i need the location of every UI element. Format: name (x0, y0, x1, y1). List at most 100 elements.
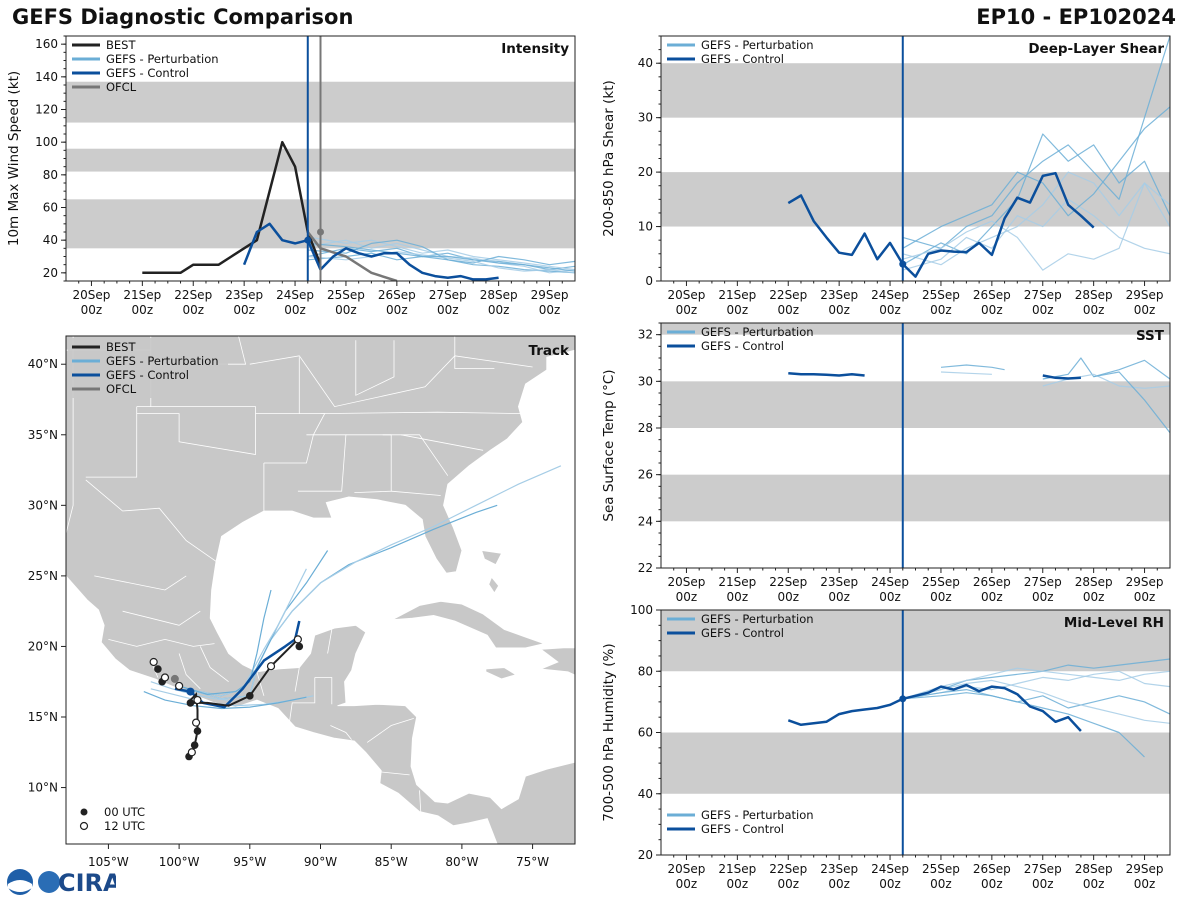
border-mx-states-2 (122, 610, 201, 626)
x-tick-label: 24Sep (871, 862, 909, 876)
legend-label: GEFS - Perturbation (106, 354, 219, 368)
x-tick-label: 21Sep (718, 288, 756, 302)
land-jamaica (485, 667, 517, 680)
y-tick-label: 10°N (28, 781, 58, 795)
x-tick-label: 00z (132, 303, 154, 317)
border-al (345, 434, 392, 493)
x-tick-label: 00z (828, 303, 850, 317)
noaa-wave-icon (8, 880, 32, 892)
x-tick-label: 25Sep (922, 288, 960, 302)
border-in (355, 340, 395, 396)
panel-title: Deep-Layer Shear (1028, 41, 1164, 57)
x-tick-label: 22Sep (174, 288, 212, 302)
series-line-ofcl (306, 231, 398, 281)
border-mx-states-7 (256, 671, 265, 696)
border-cr-pa (419, 790, 422, 815)
land-bahamas (481, 550, 503, 566)
border-ms (297, 434, 347, 492)
border-mx-states-1 (108, 638, 215, 647)
legend-label: GEFS - Perturbation (701, 325, 814, 339)
x-tick-label: 20Sep (73, 288, 111, 302)
best-point-00z (246, 692, 254, 700)
legend-label: GEFS - Control (106, 368, 189, 382)
x-tick-label: 25Sep (922, 862, 960, 876)
x-tick-label: 27Sep (1024, 862, 1062, 876)
x-tick-label: 00z (828, 877, 850, 891)
x-tick-label: 28Sep (1075, 862, 1113, 876)
series-line-gefs-control (787, 683, 1082, 732)
y-tick-label: 40 (638, 787, 653, 801)
x-tick-label: 00z (828, 590, 850, 604)
x-tick-label: 00z (1134, 303, 1156, 317)
shaded-band (661, 610, 1170, 672)
x-tick-label: 100°W (159, 855, 200, 869)
x-tick-label: 00z (930, 877, 952, 891)
y-tick-label: 24 (638, 514, 653, 528)
x-tick-label: 95°W (233, 855, 266, 869)
x-tick-label: 00z (386, 303, 408, 317)
x-tick-label: 00z (777, 877, 799, 891)
series-line-gefs-perturbation (940, 364, 1005, 371)
shaded-band (661, 63, 1170, 118)
storm-id: EP10 - EP102024 (976, 5, 1176, 29)
perturbation-track (186, 568, 307, 697)
y-tick-label: 60 (638, 726, 653, 740)
figure-title: GEFS Diagnostic Comparison (12, 5, 354, 29)
panel-sst: 22242628303220Sep00z21Sep00z22Sep00z23Se… (601, 322, 1171, 604)
ofcl-marker (170, 674, 179, 683)
legend-label: GEFS - Perturbation (106, 52, 219, 66)
series-line-gefs-perturbation (902, 667, 1170, 700)
y-tick-label: 20 (638, 165, 653, 179)
legend-label: GEFS - Perturbation (701, 612, 814, 626)
legend-label: GEFS - Perturbation (701, 808, 814, 822)
x-tick-label: 23Sep (225, 288, 263, 302)
panel-title: Intensity (501, 41, 569, 57)
legend-label: GEFS - Perturbation (701, 38, 814, 52)
y-tick-label: 35°N (28, 428, 58, 442)
border-pa (454, 336, 495, 369)
border-tn-ky (320, 411, 522, 414)
control-marker (186, 687, 195, 696)
x-tick-label: 00z (284, 303, 306, 317)
legend-label: GEFS - Control (106, 66, 189, 80)
y-tick-label: 0 (645, 274, 653, 288)
x-tick-label: 75°W (516, 855, 549, 869)
x-tick-label: 90°W (304, 855, 337, 869)
x-tick-label: 00z (981, 303, 1003, 317)
border-fl-ga (391, 490, 441, 496)
border-mx-gt (289, 677, 316, 723)
x-tick-label: 00z (930, 303, 952, 317)
x-tick-label: 00z (676, 590, 698, 604)
x-tick-label: 22Sep (769, 575, 807, 589)
panel-title: Mid-Level RH (1064, 615, 1164, 631)
x-tick-label: 23Sep (820, 862, 858, 876)
perturbation-track (178, 589, 272, 696)
x-tick-label: 00z (1083, 303, 1105, 317)
x-tick-label: 00z (233, 303, 255, 317)
series-line-gefs-perturbation (940, 371, 992, 375)
x-tick-label: 00z (727, 303, 749, 317)
ofcl-init-marker (317, 228, 324, 236)
best-point-12z (149, 657, 158, 667)
legend-label: OFCL (106, 80, 137, 94)
init-marker (899, 260, 907, 268)
logo-text: CIRA (58, 869, 116, 897)
panel-shear: 01020304020Sep00z21Sep00z22Sep00z23Sep00… (601, 35, 1171, 317)
x-tick-label: 23Sep (820, 575, 858, 589)
x-tick-label: 00z (676, 877, 698, 891)
panel-title: Track (529, 343, 570, 359)
x-tick-label: 105°W (88, 855, 129, 869)
x-tick-label: 00z (879, 877, 901, 891)
shaded-band (661, 381, 1170, 428)
panel-title: SST (1136, 328, 1165, 344)
series-line-gefs-control (1042, 374, 1081, 380)
globe-icon (38, 871, 60, 893)
init-marker (899, 695, 907, 703)
x-tick-label: 00z (727, 877, 749, 891)
series-group (787, 658, 1170, 758)
legend-label: GEFS - Control (701, 626, 784, 640)
series-line-gefs-perturbation (902, 133, 1170, 266)
best-point-00z (193, 727, 202, 735)
